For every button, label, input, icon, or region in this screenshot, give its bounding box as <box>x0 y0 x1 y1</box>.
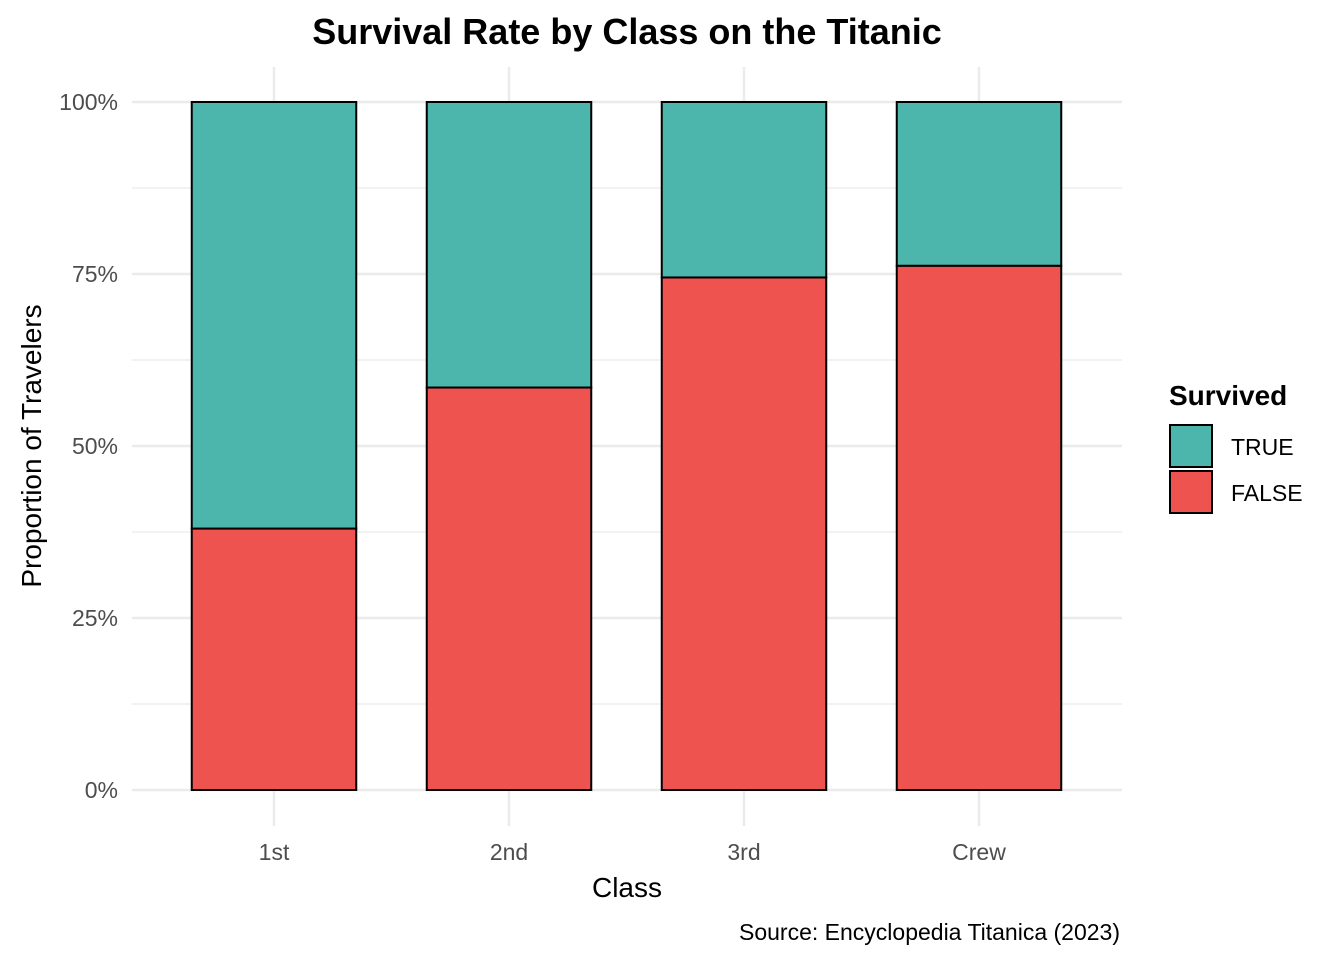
legend-label: TRUE <box>1231 434 1294 460</box>
bar-segment <box>660 276 828 791</box>
legend: Survived TRUE FALSE <box>1169 380 1303 514</box>
x-tick-label: 3rd <box>727 839 760 865</box>
y-tick-label: 25% <box>72 605 118 631</box>
chart-caption: Source: Encyclopedia Titanica (2023) <box>739 919 1120 945</box>
x-tick-label: 2nd <box>490 839 528 865</box>
x-tick-label: 1st <box>259 839 290 865</box>
bar-segment <box>425 101 593 389</box>
bar-segment <box>895 101 1063 267</box>
x-tick-label: Crew <box>952 839 1006 865</box>
legend-title: Survived <box>1169 380 1287 411</box>
bars <box>190 101 1063 791</box>
legend-label: FALSE <box>1231 480 1303 506</box>
y-axis-title: Proportion of Travelers <box>16 304 47 587</box>
x-axis-title: Class <box>592 872 662 903</box>
y-tick-label: 100% <box>59 89 118 115</box>
chart-title: Survival Rate by Class on the Titanic <box>312 11 942 52</box>
bar-segment <box>190 527 358 791</box>
bar-segment <box>425 386 593 791</box>
y-axis-ticks: 0% 25% 50% 75% 100% <box>59 89 118 803</box>
legend-key <box>1169 424 1213 468</box>
bar-segment <box>660 101 828 279</box>
y-tick-label: 75% <box>72 261 118 287</box>
x-axis-ticks: 1st 2nd 3rd Crew <box>259 839 1007 865</box>
bar-segment <box>190 101 358 530</box>
y-tick-label: 0% <box>85 777 118 803</box>
legend-key <box>1169 470 1213 514</box>
bar-segment <box>895 264 1063 791</box>
y-tick-label: 50% <box>72 433 118 459</box>
